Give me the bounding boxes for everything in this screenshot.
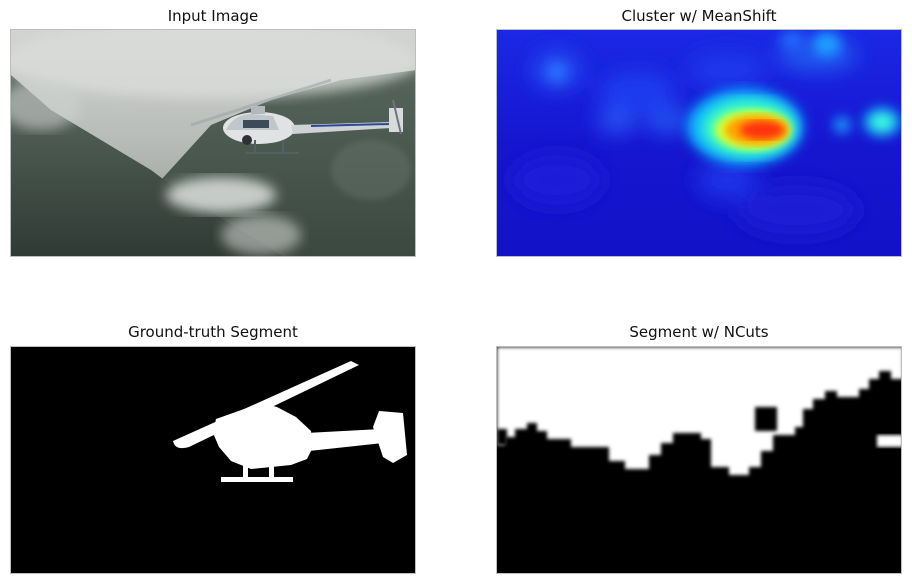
- input-image-panel: [10, 29, 416, 257]
- ncuts-panel: [496, 346, 902, 574]
- helicopter-mask: [11, 347, 415, 573]
- groundtruth-panel: [10, 346, 416, 574]
- meanshift-title: Cluster w/ MeanShift: [621, 7, 777, 25]
- groundtruth-title: Ground-truth Segment: [128, 323, 298, 341]
- helicopter-photo: [11, 30, 415, 256]
- helicopter: [190, 78, 403, 154]
- input-image-title: Input Image: [167, 7, 259, 25]
- heatmap: [497, 30, 901, 256]
- segmentation-mask: [497, 347, 901, 573]
- ncuts-title: Segment w/ NCuts: [629, 323, 769, 341]
- meanshift-panel: [496, 29, 902, 257]
